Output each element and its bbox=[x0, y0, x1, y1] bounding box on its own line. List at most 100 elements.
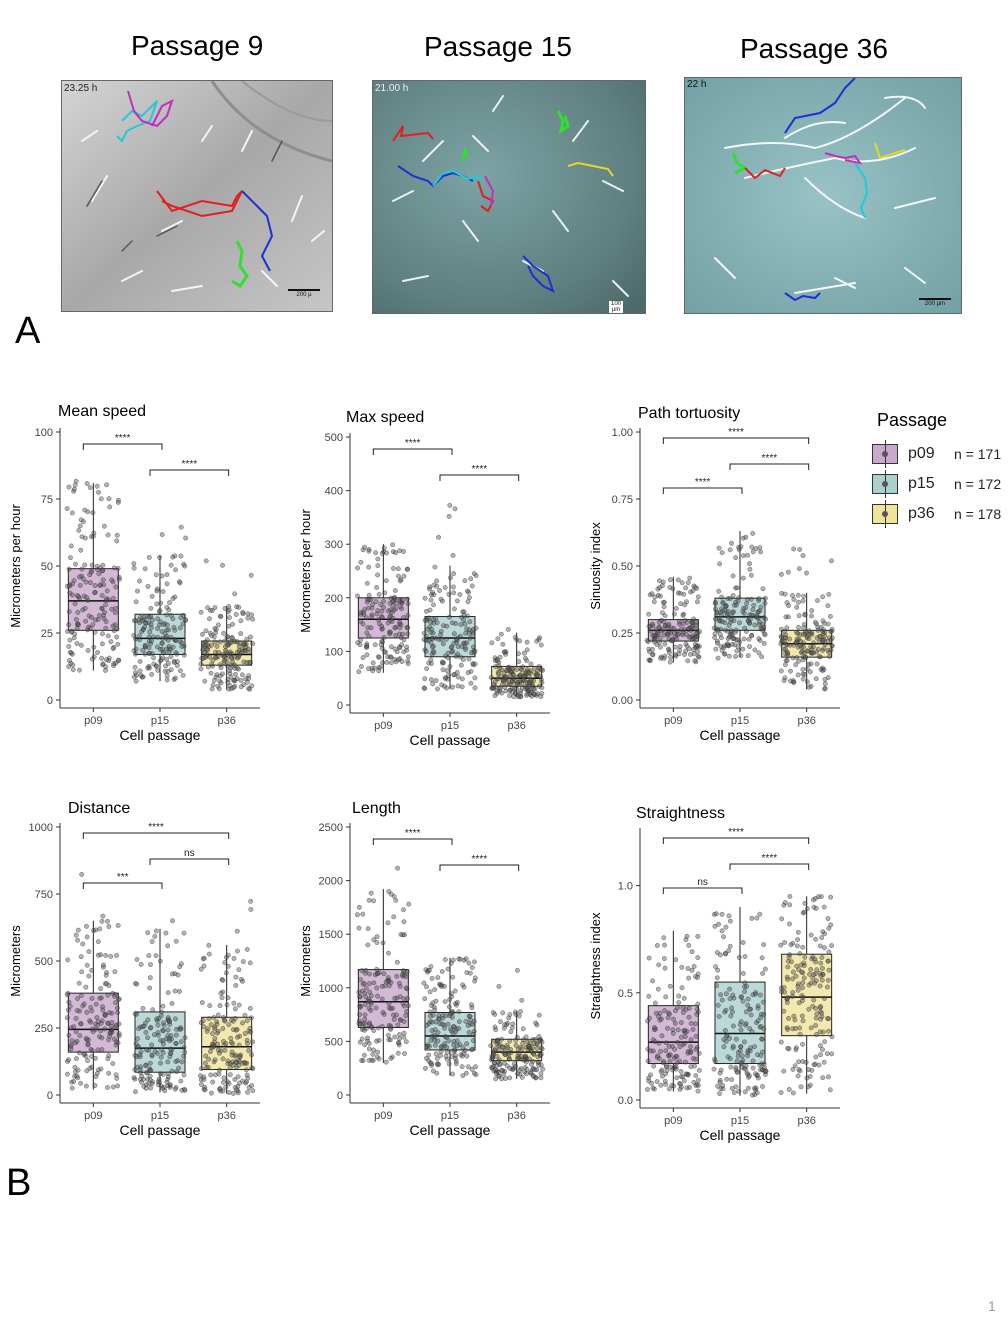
data-point bbox=[717, 1077, 723, 1083]
data-point bbox=[160, 650, 166, 655]
data-point bbox=[684, 620, 690, 625]
data-point bbox=[406, 901, 412, 907]
data-point bbox=[99, 1047, 105, 1053]
data-point bbox=[538, 676, 544, 682]
data-point bbox=[404, 644, 410, 650]
data-point bbox=[442, 653, 448, 659]
data-point bbox=[393, 897, 399, 903]
data-point bbox=[762, 595, 768, 601]
data-point bbox=[72, 482, 78, 488]
data-point bbox=[134, 1064, 140, 1070]
data-point bbox=[741, 611, 747, 616]
data-point bbox=[809, 608, 815, 614]
data-point bbox=[105, 1020, 111, 1026]
data-point bbox=[693, 622, 699, 628]
data-point bbox=[149, 1042, 155, 1048]
data-point bbox=[114, 532, 120, 538]
data-point bbox=[91, 644, 97, 650]
data-point bbox=[727, 986, 733, 992]
data-point bbox=[69, 510, 75, 516]
data-point bbox=[422, 996, 428, 1002]
data-point bbox=[363, 994, 369, 1000]
data-point bbox=[71, 635, 77, 641]
data-point bbox=[813, 676, 819, 682]
data-point bbox=[201, 1074, 207, 1080]
data-point bbox=[791, 642, 797, 648]
data-point bbox=[801, 625, 807, 631]
data-point bbox=[104, 980, 109, 986]
data-point bbox=[110, 595, 116, 601]
data-point bbox=[539, 1039, 545, 1045]
data-point bbox=[154, 1016, 160, 1022]
data-point bbox=[433, 678, 439, 684]
data-point bbox=[180, 621, 186, 627]
data-point bbox=[226, 1022, 232, 1028]
data-point bbox=[78, 1080, 84, 1086]
data-point bbox=[131, 618, 137, 623]
data-point bbox=[817, 1043, 823, 1049]
data-point bbox=[463, 1019, 469, 1024]
data-point bbox=[69, 592, 75, 598]
data-point bbox=[167, 1082, 173, 1087]
data-point bbox=[235, 948, 240, 954]
data-point bbox=[670, 1030, 676, 1036]
data-point bbox=[762, 600, 768, 606]
data-point bbox=[517, 694, 523, 700]
data-point bbox=[747, 1006, 753, 1012]
data-point bbox=[429, 975, 435, 981]
data-point bbox=[160, 589, 166, 594]
data-point bbox=[148, 625, 154, 631]
data-point bbox=[421, 630, 427, 636]
data-point bbox=[781, 1068, 787, 1074]
data-point bbox=[683, 648, 689, 654]
data-point bbox=[227, 1065, 233, 1071]
data-point bbox=[747, 1026, 753, 1032]
data-point bbox=[401, 573, 407, 579]
data-point bbox=[713, 646, 719, 652]
data-point bbox=[449, 620, 455, 626]
data-point bbox=[500, 1010, 506, 1016]
data-point bbox=[722, 651, 728, 657]
data-point bbox=[198, 966, 204, 972]
data-point bbox=[392, 995, 398, 1001]
data-point bbox=[374, 1054, 380, 1060]
data-point bbox=[495, 1059, 501, 1065]
data-point bbox=[217, 678, 223, 684]
data-point bbox=[688, 589, 694, 595]
data-point bbox=[392, 625, 398, 631]
data-point bbox=[110, 1061, 116, 1067]
data-point bbox=[446, 591, 452, 597]
data-point bbox=[815, 627, 821, 633]
data-point bbox=[753, 1071, 758, 1077]
data-point bbox=[198, 661, 204, 667]
data-point bbox=[788, 942, 794, 948]
scale-bar: 200 µ bbox=[288, 289, 320, 298]
data-point bbox=[220, 671, 225, 677]
data-point bbox=[662, 942, 667, 948]
data-point bbox=[689, 949, 695, 955]
data-point bbox=[687, 651, 693, 657]
data-point bbox=[395, 865, 401, 871]
data-point bbox=[111, 628, 117, 633]
data-point bbox=[813, 936, 819, 942]
data-point bbox=[655, 986, 661, 992]
data-point bbox=[357, 1012, 363, 1017]
data-point bbox=[84, 934, 90, 940]
data-point bbox=[782, 628, 787, 634]
data-point bbox=[160, 635, 165, 641]
data-point bbox=[737, 1022, 743, 1027]
data-point bbox=[150, 1007, 156, 1013]
data-point bbox=[111, 661, 117, 667]
data-point bbox=[798, 1084, 804, 1090]
y-tick-label: 1.0 bbox=[618, 881, 633, 893]
data-point bbox=[686, 634, 692, 640]
data-point bbox=[103, 619, 109, 625]
data-point bbox=[381, 635, 387, 640]
data-point bbox=[790, 655, 796, 661]
data-point bbox=[809, 1067, 815, 1073]
data-point bbox=[105, 1085, 110, 1090]
data-point bbox=[745, 1050, 751, 1056]
data-point bbox=[434, 620, 440, 625]
data-point bbox=[376, 621, 382, 627]
